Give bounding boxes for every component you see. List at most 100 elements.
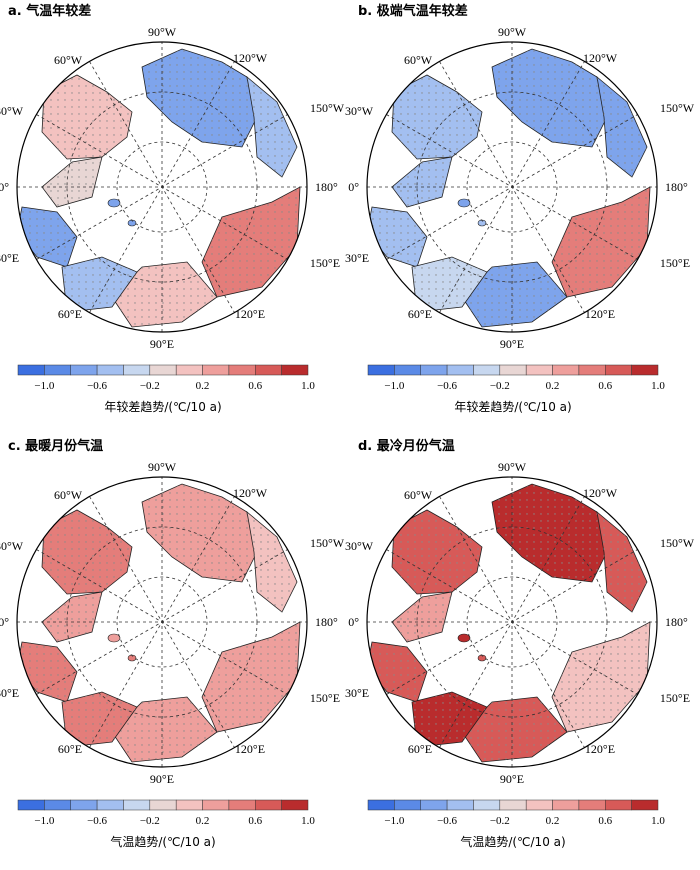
island	[477, 219, 487, 227]
significance-dots	[42, 510, 132, 594]
lon-label-w150: 150°W	[660, 101, 695, 115]
lon-label-w90: 90°W	[498, 25, 527, 39]
lon-label-w60: 60°W	[54, 53, 83, 67]
island	[127, 654, 137, 662]
colorbar-swatch	[605, 364, 632, 376]
colorbar-tick-label: −1.0	[34, 815, 54, 827]
colorbar-swatch	[473, 799, 501, 811]
panel-title: c. 最暖月份气温	[8, 439, 104, 454]
lon-label-zero: 0°	[348, 180, 359, 194]
lon-label-w60: 60°W	[404, 488, 433, 502]
lon-label-w90: 90°W	[148, 25, 177, 39]
lon-label-e120: 120°E	[235, 307, 265, 321]
significance-dots	[492, 49, 607, 147]
lon-label-w120: 120°W	[233, 486, 268, 500]
lon-label-e180: 180°	[665, 180, 688, 194]
significance-dots	[392, 592, 452, 642]
colorbar-swatch	[499, 799, 527, 811]
significance-dots	[247, 77, 297, 177]
latitude-circle	[116, 141, 208, 233]
island	[457, 633, 471, 643]
colorbar-title: 年较差趋势/(℃/10 a)	[104, 399, 221, 414]
colorbar-swatch	[446, 799, 474, 811]
significance-dots	[42, 75, 132, 159]
significance-dots	[62, 257, 137, 312]
panel-title: d. 最冷月份气温	[358, 439, 455, 454]
significance-dots	[62, 692, 137, 747]
meridian	[439, 496, 585, 748]
lon-label-zero: 0°	[0, 615, 9, 629]
colorbar-swatch	[202, 799, 230, 811]
colorbar-swatch	[420, 364, 448, 376]
lon-label-w150: 150°W	[310, 101, 345, 115]
colorbar-swatch	[605, 799, 632, 811]
colorbar-swatch	[473, 364, 501, 376]
colorbar-swatch	[552, 364, 580, 376]
lon-label-w60: 60°W	[404, 53, 433, 67]
map-content	[17, 42, 307, 332]
colorbar-swatch	[525, 364, 553, 376]
lon-label-e60: 60°E	[408, 742, 432, 756]
lon-label-e30: 30°E	[0, 686, 19, 700]
latitude-circle	[466, 141, 558, 233]
significance-dots	[392, 157, 452, 207]
colorbar-swatch	[149, 364, 177, 376]
significance-dots	[392, 510, 482, 594]
lon-label-w120: 120°W	[583, 486, 618, 500]
colorbar-tick-label: −0.2	[140, 815, 160, 827]
lon-label-w90: 90°W	[498, 460, 527, 474]
meridian	[89, 61, 235, 313]
lon-label-e180: 180°	[315, 180, 338, 194]
colorbar-swatch	[96, 799, 124, 811]
meridian	[439, 61, 585, 313]
lon-label-e30: 30°E	[0, 251, 19, 265]
lon-label-w120: 120°W	[233, 51, 268, 65]
map-border	[366, 41, 658, 333]
colorbar-title: 气温趋势/(℃/10 a)	[460, 834, 565, 849]
map-content	[17, 477, 307, 767]
lon-label-e30: 30°E	[345, 251, 369, 265]
latitude-circle	[466, 576, 558, 668]
lon-label-e180: 180°	[315, 615, 338, 629]
colorbar-tick-label: −0.6	[437, 815, 457, 827]
significance-dots	[412, 257, 487, 312]
panel-a: a. 气温年较差 90°W 120°W 150°W 180° 150°E 120°E 90°…	[0, 0, 350, 435]
polar-map-b: 90°W 120°W 150°W 180° 150°E 120°E 90°E 60°E 30°E…	[345, 25, 695, 414]
lon-label-w30: 30°W	[0, 539, 24, 553]
colorbar-tick-label: 0.2	[546, 815, 560, 827]
significance-dots	[367, 207, 427, 267]
colorbar-tick-label: −0.2	[490, 380, 510, 392]
panel-title: a. 气温年较差	[8, 4, 92, 19]
colorbar-swatch	[499, 364, 527, 376]
lon-label-e150: 150°E	[310, 691, 340, 705]
lon-label-e60: 60°E	[58, 307, 82, 321]
colorbar-swatch	[578, 799, 606, 811]
lon-label-e150: 150°E	[310, 256, 340, 270]
lon-label-w60: 60°W	[54, 488, 83, 502]
meridian	[89, 496, 235, 748]
colorbar-swatch	[149, 799, 177, 811]
lon-label-e90: 90°E	[500, 772, 524, 786]
colorbar-tick-label: −1.0	[384, 815, 404, 827]
colorbar-swatch	[281, 799, 309, 811]
colorbar-swatch	[367, 799, 395, 811]
significance-dots	[17, 207, 77, 267]
colorbar-swatch	[123, 799, 151, 811]
lon-label-w30: 30°W	[345, 104, 374, 118]
colorbar-swatch	[446, 364, 474, 376]
lon-label-w30: 30°W	[0, 104, 24, 118]
significance-dots	[392, 75, 482, 159]
map-content	[367, 42, 657, 332]
colorbar-swatch	[578, 364, 606, 376]
latitude-circle	[116, 576, 208, 668]
lon-label-e150: 150°E	[660, 691, 690, 705]
significance-dots	[492, 484, 607, 582]
colorbar-swatch	[552, 799, 580, 811]
colorbar-tick-label: −0.6	[437, 380, 457, 392]
island	[127, 219, 137, 227]
colorbar-swatch	[255, 799, 282, 811]
colorbar-tick-label: 1.0	[301, 380, 315, 392]
island	[477, 654, 487, 662]
colorbar-tick-label: −0.6	[87, 380, 107, 392]
colorbar-swatch	[420, 799, 448, 811]
